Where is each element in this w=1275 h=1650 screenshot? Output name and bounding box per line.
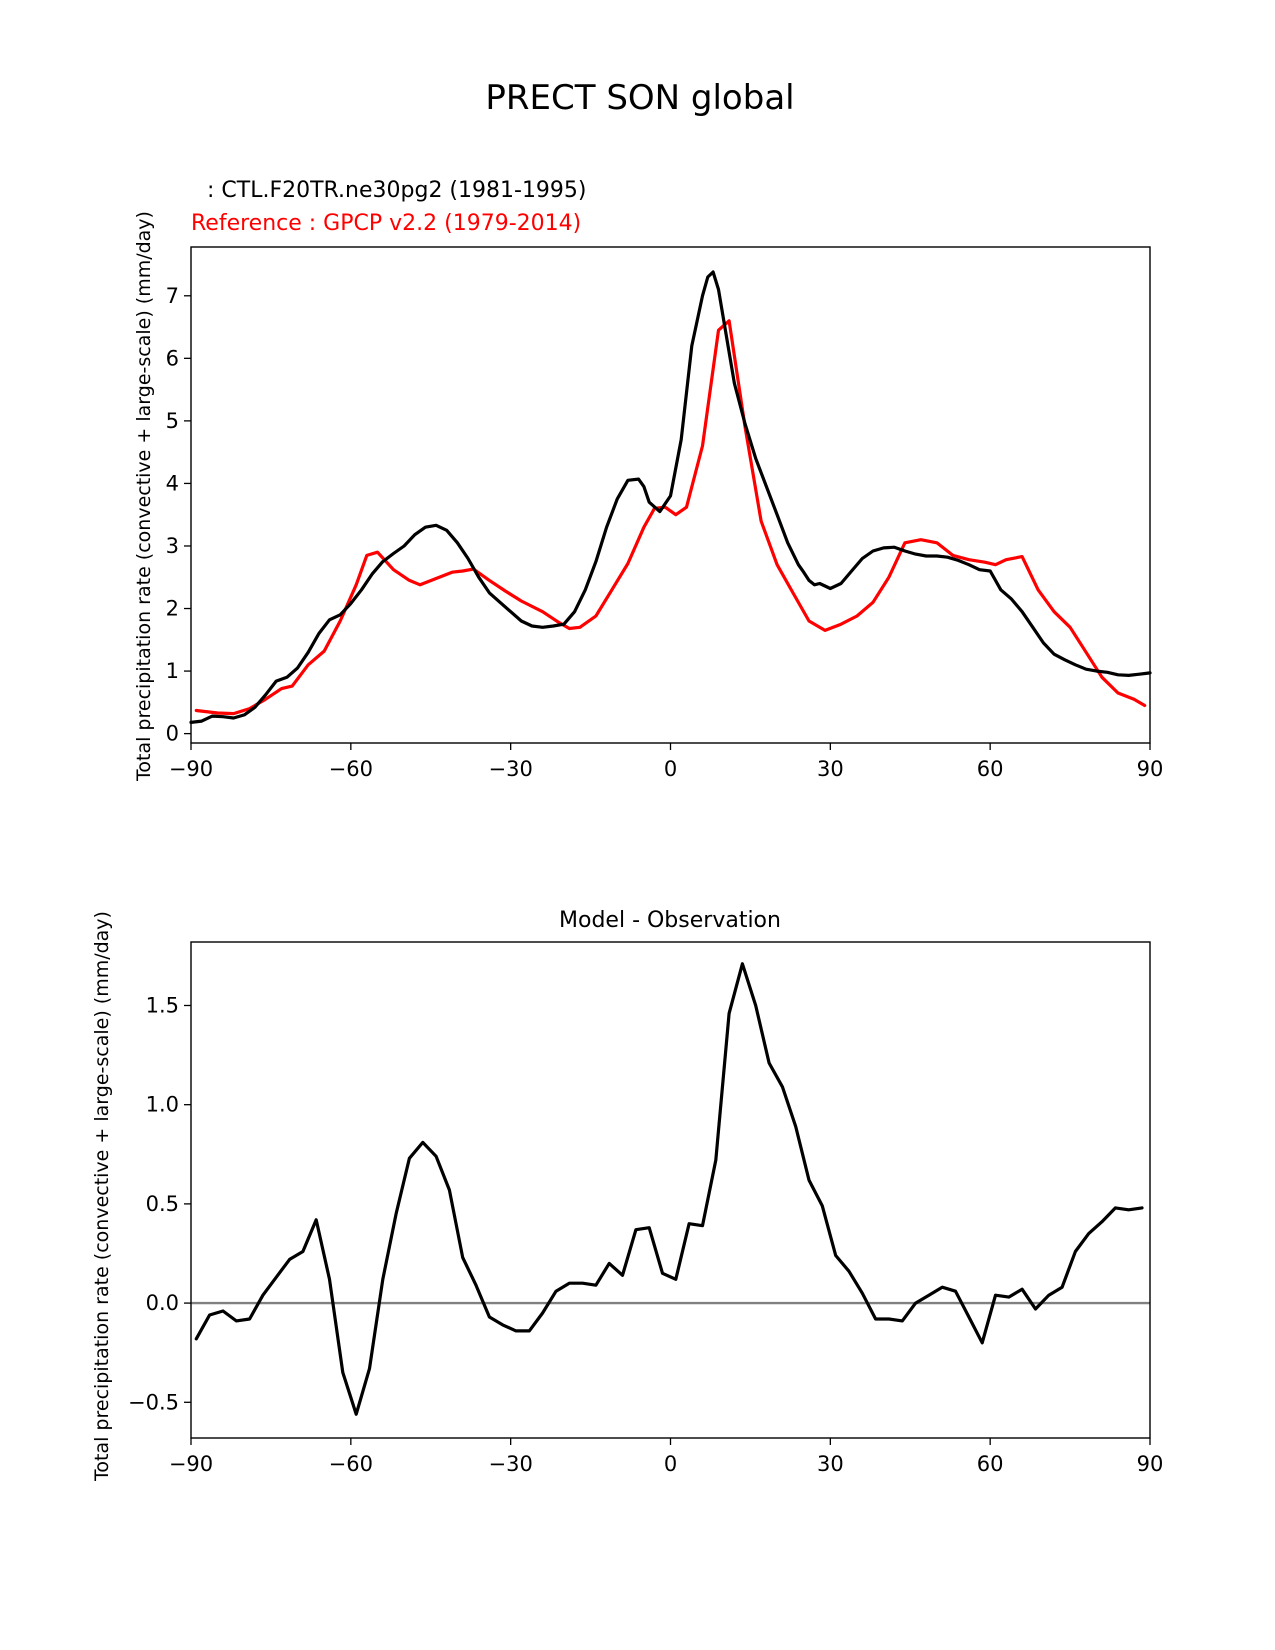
- top-y-tick-label: 2: [166, 597, 179, 621]
- bottom-y-tick-label: 1.0: [146, 1093, 179, 1117]
- bottom-y-axis-label: Total precipitation rate (convective + l…: [91, 911, 113, 1482]
- bottom-ticks: −90 −60 −30 0 30 60 90 −0.5 0.0 0.5 1.0 1.5: [128, 993, 1163, 1476]
- figure-title: PRECT SON global: [485, 78, 794, 118]
- top-x-tick-label: 90: [1137, 757, 1164, 781]
- top-y-tick-label: 3: [166, 534, 179, 558]
- bottom-x-tick-label: −30: [489, 1452, 533, 1476]
- top-y-tick-label: 0: [166, 722, 179, 746]
- top-y-tick-label: 1: [166, 659, 179, 683]
- top-y-axis-label: Total precipitation rate (convective + l…: [133, 211, 155, 782]
- top-x-tick-label: 0: [664, 757, 677, 781]
- top-axes-frame: [190, 246, 1151, 744]
- top-y-tick-label: 7: [166, 284, 179, 308]
- bottom-axes-frame: [190, 941, 1151, 1439]
- legend-reference-label: Reference : GPCP v2.2 (1979-2014): [191, 211, 581, 236]
- bottom-x-tick-label: −90: [169, 1452, 213, 1476]
- top-series: [189, 270, 1152, 725]
- bottom-x-tick-label: 30: [817, 1452, 844, 1476]
- top-x-tick-label: −60: [329, 757, 373, 781]
- bottom-panel-title: Model - Observation: [559, 908, 781, 933]
- bottom-x-tick-label: 0: [664, 1452, 677, 1476]
- bottom-y-tick-label: 0.0: [146, 1291, 179, 1315]
- bottom-series: [191, 962, 1150, 1416]
- bottom-panel: Model - Observation Total precipitation …: [91, 908, 1163, 1482]
- top-y-tick-label: 5: [166, 409, 179, 433]
- top-y-tick-label: 6: [166, 346, 179, 370]
- bottom-y-tick-label: −0.5: [128, 1390, 179, 1414]
- top-x-tick-label: 30: [817, 757, 844, 781]
- legend-test-label: : CTL.F20TR.ne30pg2 (1981-1995): [207, 178, 587, 203]
- top-x-tick-label: −90: [169, 757, 213, 781]
- top-panel: : CTL.F20TR.ne30pg2 (1981-1995) Referenc…: [133, 178, 1163, 782]
- top-reference-series-line: [194, 319, 1147, 716]
- top-ticks: −90 −60 −30 0 30 60 90 0 1 2 3 4 5 6 7: [166, 284, 1164, 781]
- top-y-tick-label: 4: [166, 471, 179, 495]
- top-x-tick-label: −30: [489, 757, 533, 781]
- bottom-y-tick-label: 1.5: [146, 993, 179, 1017]
- bottom-x-tick-label: −60: [329, 1452, 373, 1476]
- bottom-y-tick-label: 0.5: [146, 1192, 179, 1216]
- top-model-series-line: [189, 270, 1152, 725]
- top-x-tick-label: 60: [977, 757, 1004, 781]
- bottom-x-tick-label: 60: [977, 1452, 1004, 1476]
- bottom-difference-series-line: [194, 962, 1144, 1416]
- bottom-x-tick-label: 90: [1137, 1452, 1164, 1476]
